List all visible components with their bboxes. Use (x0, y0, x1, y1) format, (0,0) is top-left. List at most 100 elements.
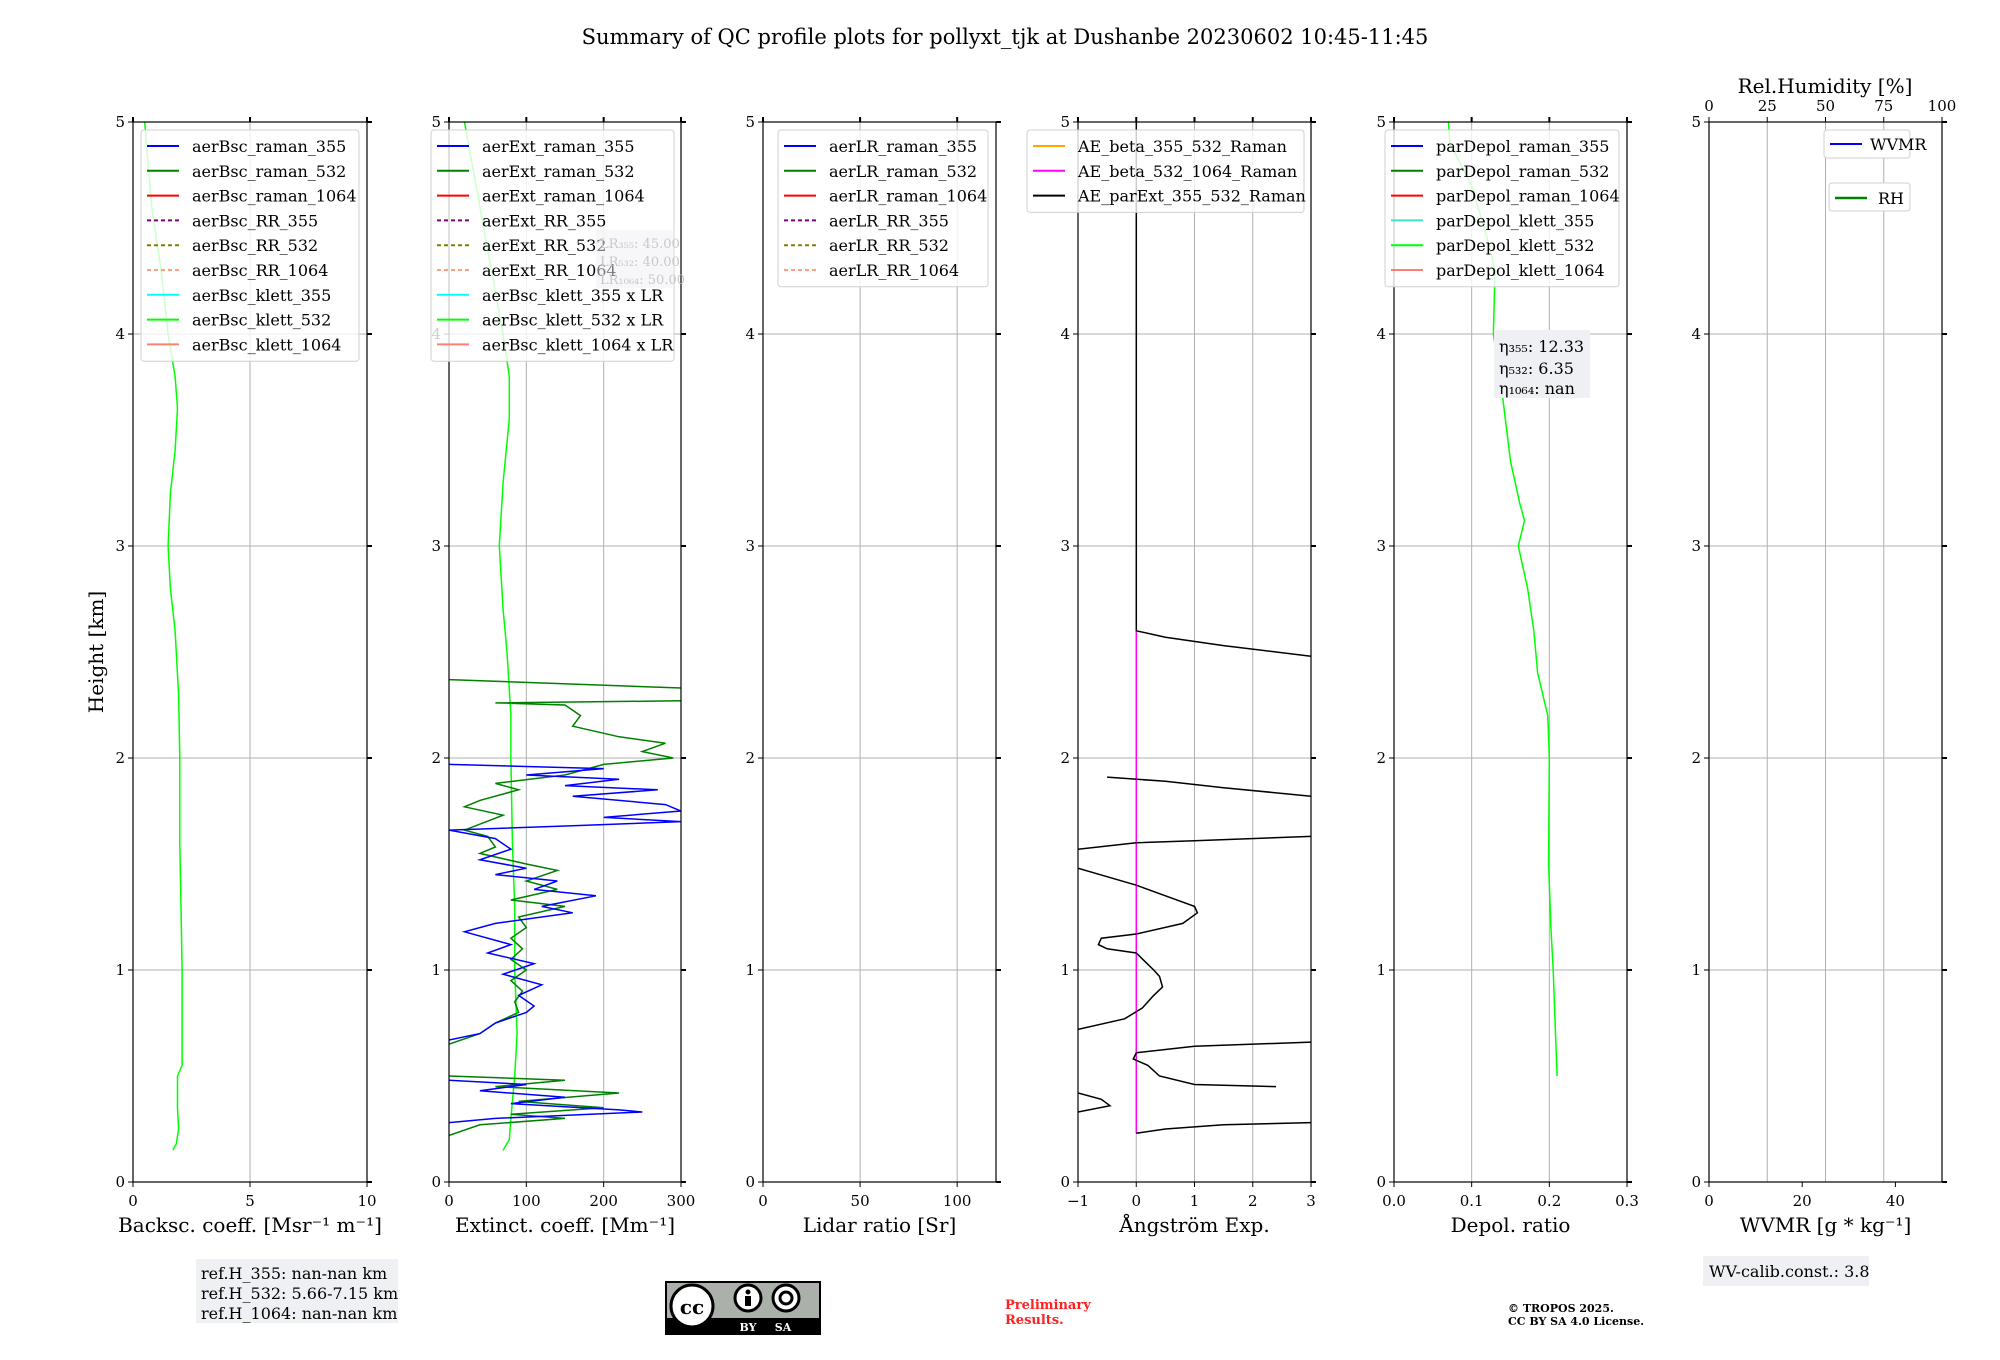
y-tick-label: 5 (1060, 113, 1070, 131)
series-line-AE_parExt_355_532_Raman (1107, 776, 1311, 797)
x-tick-label: 0.2 (1537, 1192, 1561, 1210)
y-tick-label: 3 (1060, 537, 1070, 555)
x-tick-label: 40 (1886, 1192, 1905, 1210)
series-line-AE_parExt_355_532_Raman (1135, 122, 1311, 657)
reference-height-box: ref.H_355: nan-nan km ref.H_532: 5.66-7.… (196, 1259, 398, 1323)
legend-label: aerLR_raman_1064 (829, 187, 987, 206)
x-axis-label: Lidar ratio [Sr] (803, 1213, 957, 1237)
y-tick-label: 3 (1376, 537, 1386, 555)
x-tick-top-label: 100 (1928, 97, 1957, 115)
legend-label: aerBsc_klett_1064 (192, 335, 341, 354)
panel-lidar-ratio: 0 50 100 0 1 2 3 4 5 Lidar ratio [Sr] aerLR_raman_… (745, 113, 1001, 1237)
x-axis-top-label: Rel.Humidity [%] (1738, 74, 1913, 98)
copyright-line-1: © TROPOS 2025. (1508, 1302, 1614, 1315)
y-tick-label: 5 (1691, 113, 1701, 131)
y-tick-label: 1 (1060, 961, 1070, 979)
wv-calibration-box: WV-calib.const.: 3.8 (1703, 1256, 1870, 1286)
figure-title: Summary of QC profile plots for pollyxt_… (582, 25, 1429, 49)
x-tick-top-label: 25 (1758, 97, 1777, 115)
y-tick-label: 2 (1376, 749, 1386, 767)
y-tick-label: 2 (745, 749, 755, 767)
series-line-AE_parExt_355_532_Raman (1078, 1092, 1112, 1113)
lr-info-box: LR₃₅₅: 45.00 LR₅₃₂: 40.00 LR₁₀₆₄: 50.00 (596, 230, 685, 288)
y-tick-label: 4 (1691, 325, 1701, 343)
x-axis-label: Ångström Exp. (1118, 1212, 1269, 1237)
legend-label: aerExt_raman_532 (482, 162, 635, 181)
legend-label: aerLR_RR_1064 (829, 261, 959, 280)
series-line-aerExt_raman_532 (449, 700, 681, 1045)
series-line-aerExt_raman_355 (449, 1079, 643, 1124)
legend: aerExt_raman_355 aerExt_raman_532 aerExt_r… (430, 129, 675, 362)
copyright-line-2: CC BY SA 4.0 License. (1508, 1315, 1644, 1328)
y-tick-label: 3 (115, 537, 125, 555)
legend-label: AE_parExt_355_532_Raman (1077, 187, 1306, 206)
cc-by-sa-badge: cc BY SA (665, 1281, 821, 1335)
y-axis-label: Height [km] (84, 591, 108, 713)
y-tick-label: 5 (1376, 113, 1386, 131)
y-tick-label: 4 (1060, 325, 1070, 343)
ref-h-532: ref.H_532: 5.66-7.15 km (201, 1284, 398, 1303)
legend-label: parDepol_klett_355 (1436, 211, 1594, 230)
badge-sa: SA (775, 1321, 792, 1334)
legend-label: WVMR (1870, 135, 1927, 154)
y-tick-label: 1 (1376, 961, 1386, 979)
legend-label: aerBsc_klett_532 x LR (482, 311, 664, 330)
legend: parDepol_raman_355 parDepol_raman_532 parD… (1384, 129, 1620, 288)
legend-label: aerLR_RR_532 (829, 236, 949, 255)
y-tick-label: 1 (1691, 961, 1701, 979)
legend-frame (140, 129, 360, 362)
preliminary-line-2: Results. (1005, 1313, 1064, 1328)
ref-h-1064: ref.H_1064: nan-nan km (201, 1304, 397, 1323)
wv-calib-text: WV-calib.const.: 3.8 (1709, 1262, 1870, 1281)
x-tick-label: 0 (1131, 1192, 1141, 1210)
cc-logo-text: cc (680, 1295, 704, 1319)
legend-label: aerBsc_RR_1064 (192, 261, 328, 280)
y-tick-label: 2 (1060, 749, 1070, 767)
eta-532: η₅₃₂: 6.35 (1499, 359, 1574, 378)
y-tick-label: 3 (1691, 537, 1701, 555)
ref-h-355: ref.H_355: nan-nan km (201, 1264, 387, 1283)
x-tick-label: 100 (943, 1192, 972, 1210)
axes-frame (762, 121, 997, 1183)
legend-label: aerBsc_RR_532 (192, 236, 318, 255)
y-tick-label: 5 (745, 113, 755, 131)
x-axis-label: Backsc. coeff. [Msr⁻¹ m⁻¹] (118, 1213, 382, 1237)
legend-frame (1026, 129, 1305, 213)
x-tick-label: 300 (667, 1192, 696, 1210)
x-tick-label: 0 (444, 1192, 454, 1210)
legend: aerLR_raman_355 aerLR_raman_532 aerLR_rama… (777, 129, 989, 288)
legend-label: aerBsc_RR_355 (192, 211, 318, 230)
x-tick-label: 10 (357, 1192, 376, 1210)
lr-355: LR₃₅₅: 45.00 (600, 237, 680, 252)
y-tick-label: 1 (115, 961, 125, 979)
x-tick-label: 2 (1248, 1192, 1258, 1210)
x-tick-label: 20 (1793, 1192, 1812, 1210)
y-tick-label: 4 (115, 325, 125, 343)
x-axis-label: Extinct. coeff. [Mm⁻¹] (455, 1213, 675, 1237)
y-tick-label: 3 (431, 537, 441, 555)
x-tick-label: 200 (589, 1192, 618, 1210)
legend-label: aerExt_RR_1064 (482, 261, 617, 280)
lr-532: LR₅₃₂: 40.00 (600, 255, 680, 270)
legend-label: aerExt_RR_532 (482, 236, 606, 255)
series-line-AE_parExt_355_532_Raman (1132, 1041, 1311, 1088)
y-tick-label: 4 (1376, 325, 1386, 343)
y-tick-label: 0 (1060, 1173, 1070, 1191)
axes-frame (448, 121, 682, 1183)
legend-label: parDepol_klett_1064 (1436, 261, 1605, 280)
x-axis-label: Depol. ratio (1451, 1213, 1571, 1237)
y-tick-label: 5 (431, 113, 441, 131)
panel-depolarization: 0.0 0.1 0.2 0.3 0 1 2 3 4 5 Depol. ratio parDepol_r… (1376, 113, 1638, 1237)
legend-label: aerLR_RR_355 (829, 211, 949, 230)
x-tick-label: 3 (1306, 1192, 1316, 1210)
legend-frame (1384, 129, 1620, 288)
x-tick-label: 5 (245, 1192, 255, 1210)
eta-info-box: η₃₅₅: 12.33 η₅₃₂: 6.35 η₁₀₆₄: nan (1494, 330, 1590, 398)
x-tick-top-label: 75 (1874, 97, 1893, 115)
series-line-AE_parExt_355_532_Raman (1078, 867, 1199, 1031)
legend: aerBsc_raman_355 aerBsc_raman_532 aerBsc_r… (140, 129, 360, 362)
legend-label: aerBsc_raman_355 (192, 137, 346, 156)
